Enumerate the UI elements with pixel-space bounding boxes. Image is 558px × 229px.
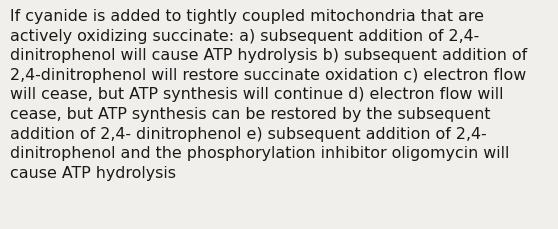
Text: If cyanide is added to tightly coupled mitochondria that are
actively oxidizing : If cyanide is added to tightly coupled m… bbox=[10, 9, 527, 180]
